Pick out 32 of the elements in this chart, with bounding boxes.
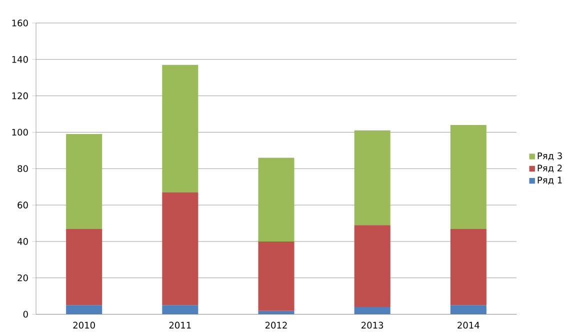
bar	[66, 305, 102, 314]
x-tick-label: 2012	[265, 322, 287, 328]
x-tick-label: 2013	[362, 322, 384, 328]
bar	[258, 241, 294, 310]
y-tick-label: 0	[23, 310, 28, 318]
bar	[354, 130, 390, 225]
y-tick-label: 40	[17, 238, 28, 245]
y-tick-label: 140	[12, 56, 28, 63]
x-tick-label: 2014	[458, 322, 480, 328]
y-tick-label: 60	[18, 201, 28, 208]
bar	[450, 305, 486, 314]
y-tick-label: 160	[12, 19, 28, 26]
bar	[450, 124, 486, 229]
bar	[354, 306, 390, 314]
bar	[354, 224, 390, 307]
bar	[66, 228, 102, 306]
legend-label: Ряд 2	[538, 164, 562, 172]
bar	[162, 64, 198, 192]
bar	[258, 310, 294, 314]
bar	[66, 134, 102, 229]
y-tick-label: 120	[12, 92, 28, 100]
x-tick-label: 2011	[169, 322, 191, 328]
legend-label: Ряд 3	[538, 152, 562, 160]
y-tick-label: 80	[18, 165, 28, 172]
y-tick-label: 100	[12, 128, 28, 136]
y-tick-label: 20	[18, 274, 28, 282]
x-tick-label: 2010	[73, 322, 95, 328]
bar	[258, 158, 294, 242]
legend-label: Ряд 1	[538, 176, 562, 184]
bar	[450, 228, 486, 306]
bar	[162, 192, 198, 306]
bar	[162, 305, 198, 314]
